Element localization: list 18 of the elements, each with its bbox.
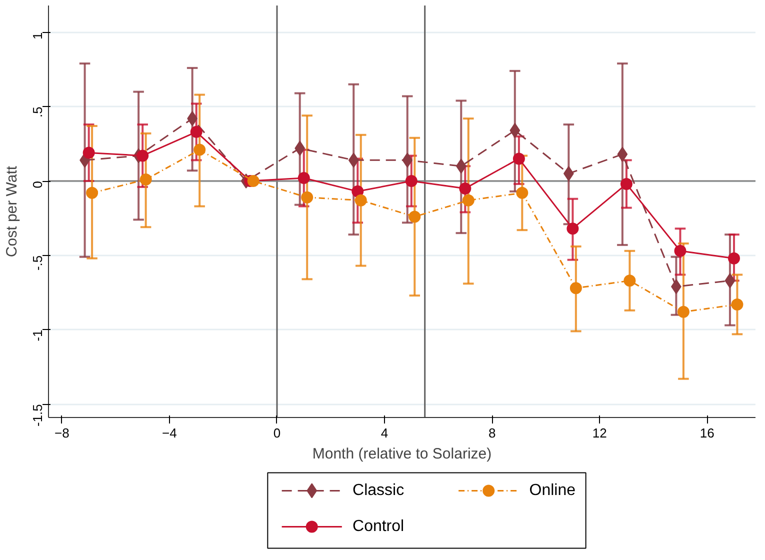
y-tick-label: -1: [30, 330, 45, 342]
x-tick-label: 4: [380, 426, 388, 440]
legend-label: Control: [352, 518, 404, 536]
x-tick-label: 12: [592, 426, 607, 440]
x-tick-label: −8: [54, 426, 70, 440]
x-tick-label: −4: [162, 426, 177, 440]
y-tick-label: .5: [30, 106, 45, 118]
x-tick-label: 0: [273, 426, 281, 440]
y-tick-label: -.5: [30, 255, 45, 271]
x-tick-label: 16: [700, 426, 714, 440]
y-tick-label: 0: [30, 181, 45, 188]
y-tick-label: -1.5: [30, 404, 45, 427]
legend-label: Classic: [352, 482, 404, 500]
x-tick-label: 8: [488, 426, 496, 440]
x-axis-title: Month (relative to Solarize): [312, 446, 492, 462]
y-axis-title: Cost per Watt: [4, 165, 20, 258]
legend-label: Online: [529, 482, 576, 500]
y-tick-label: 1: [30, 32, 45, 40]
